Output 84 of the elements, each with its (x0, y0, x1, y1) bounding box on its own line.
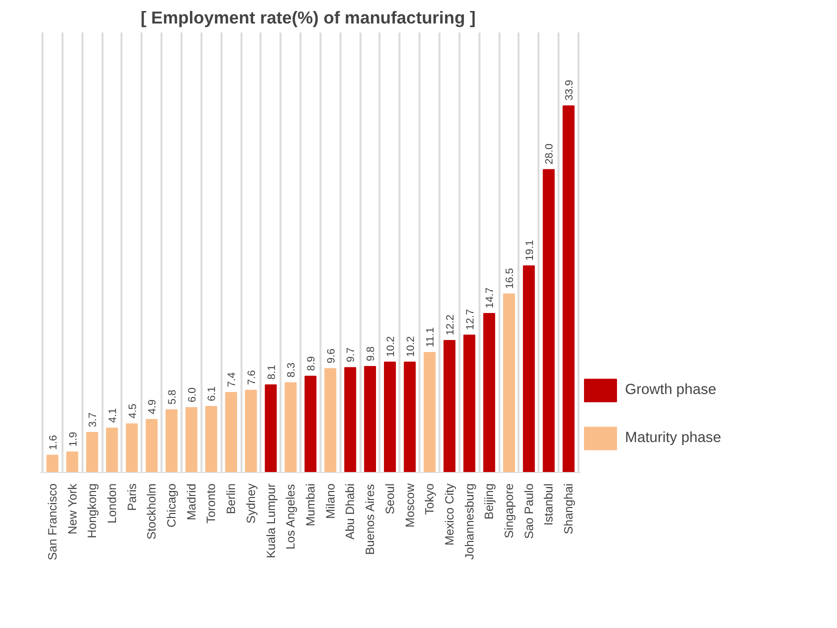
x-tick-label: London (104, 483, 119, 524)
data-label: 9.6 (325, 348, 338, 364)
bar (444, 340, 456, 472)
bar (344, 367, 356, 472)
x-tick-label: Mumbai (304, 483, 318, 526)
data-label: 10.2 (404, 336, 417, 357)
x-tick-label: Sao Paulo (522, 483, 536, 539)
x-tick-label: Berlin (224, 483, 238, 514)
bar (86, 432, 98, 472)
data-label: 3.7 (87, 412, 100, 428)
data-label: 8.1 (266, 364, 278, 380)
x-tick-label: Stockholm (144, 483, 159, 540)
bar (364, 366, 376, 472)
legend-label: Maturity phase (625, 430, 722, 446)
bar (384, 362, 396, 472)
data-label: 6.0 (186, 387, 198, 402)
bar (264, 384, 277, 472)
x-tick-label: San Francisco (45, 483, 60, 560)
data-label: 6.1 (206, 386, 218, 402)
data-label: 8.9 (306, 356, 318, 371)
x-tick-label: Madrid (184, 483, 198, 520)
x-tick-label: Sydney (244, 483, 258, 524)
chart-title: [ Employment rate(%) of manufacturing ] (140, 8, 476, 28)
legend-label: Growth phase (625, 382, 716, 398)
x-tick-label: Abu Dhabi (343, 483, 358, 540)
bar (126, 423, 138, 472)
data-label: 4.5 (126, 404, 139, 419)
x-tick-label: Milano (323, 483, 338, 519)
x-tick-label: Singapore (502, 483, 516, 538)
data-label: 11.1 (424, 327, 437, 348)
bar (503, 294, 515, 472)
bar (522, 265, 535, 472)
x-tick-label: Seoul (382, 483, 397, 514)
bar (205, 406, 218, 472)
x-tick-label: Chicago (164, 483, 179, 528)
x-tick-label: Toronto (204, 483, 218, 524)
data-label: 10.2 (384, 336, 397, 357)
bar (106, 428, 118, 472)
data-label: 4.1 (106, 408, 119, 423)
x-tick-label: Buenos Aires (363, 484, 378, 555)
x-tick-label: Paris (124, 483, 139, 511)
bar (166, 409, 178, 472)
bar (483, 313, 496, 472)
data-label: 5.8 (166, 390, 179, 404)
bar (304, 376, 316, 472)
bar (284, 382, 297, 472)
bar (562, 105, 575, 472)
bar (244, 390, 257, 472)
data-label: 16.5 (504, 268, 516, 289)
data-label: 1.9 (67, 432, 80, 447)
data-label: 7.4 (226, 372, 238, 388)
data-label: 28.0 (544, 144, 556, 164)
x-tick-label: Shanghai (562, 483, 576, 534)
data-label: 19.1 (524, 240, 536, 261)
data-label: 12.2 (444, 314, 456, 336)
bar (46, 454, 58, 472)
x-tick-label: Johannesburg (462, 484, 476, 560)
data-label: 7.6 (246, 370, 258, 386)
x-tick-label: Tokyo (422, 483, 437, 515)
bar (463, 334, 476, 472)
x-tick-label: Hongkong (85, 483, 100, 538)
data-label: 9.8 (365, 346, 378, 362)
data-label: 12.7 (464, 309, 476, 330)
data-label: 1.6 (47, 435, 60, 450)
data-label: 33.9 (564, 80, 576, 101)
data-label: 4.9 (146, 399, 159, 414)
x-tick-label: Los Angeles (284, 484, 298, 550)
bar (146, 419, 158, 472)
x-tick-label: Kuala Lumpur (264, 483, 278, 558)
bar (404, 362, 416, 472)
bar (66, 451, 78, 472)
data-label: 8.3 (286, 362, 298, 378)
bar (542, 169, 555, 472)
x-tick-label: Mexico City (442, 483, 456, 546)
bar (225, 392, 238, 472)
bar (185, 407, 198, 472)
x-tick-label: Istanbul (542, 484, 556, 526)
bar (324, 368, 336, 472)
bar (424, 352, 436, 472)
data-label: 14.7 (484, 287, 496, 308)
x-tick-label: Moscow (402, 483, 417, 528)
x-tick-label: New York (65, 482, 80, 534)
data-label: 9.7 (345, 347, 358, 362)
x-tick-label: Beijing (482, 483, 496, 520)
